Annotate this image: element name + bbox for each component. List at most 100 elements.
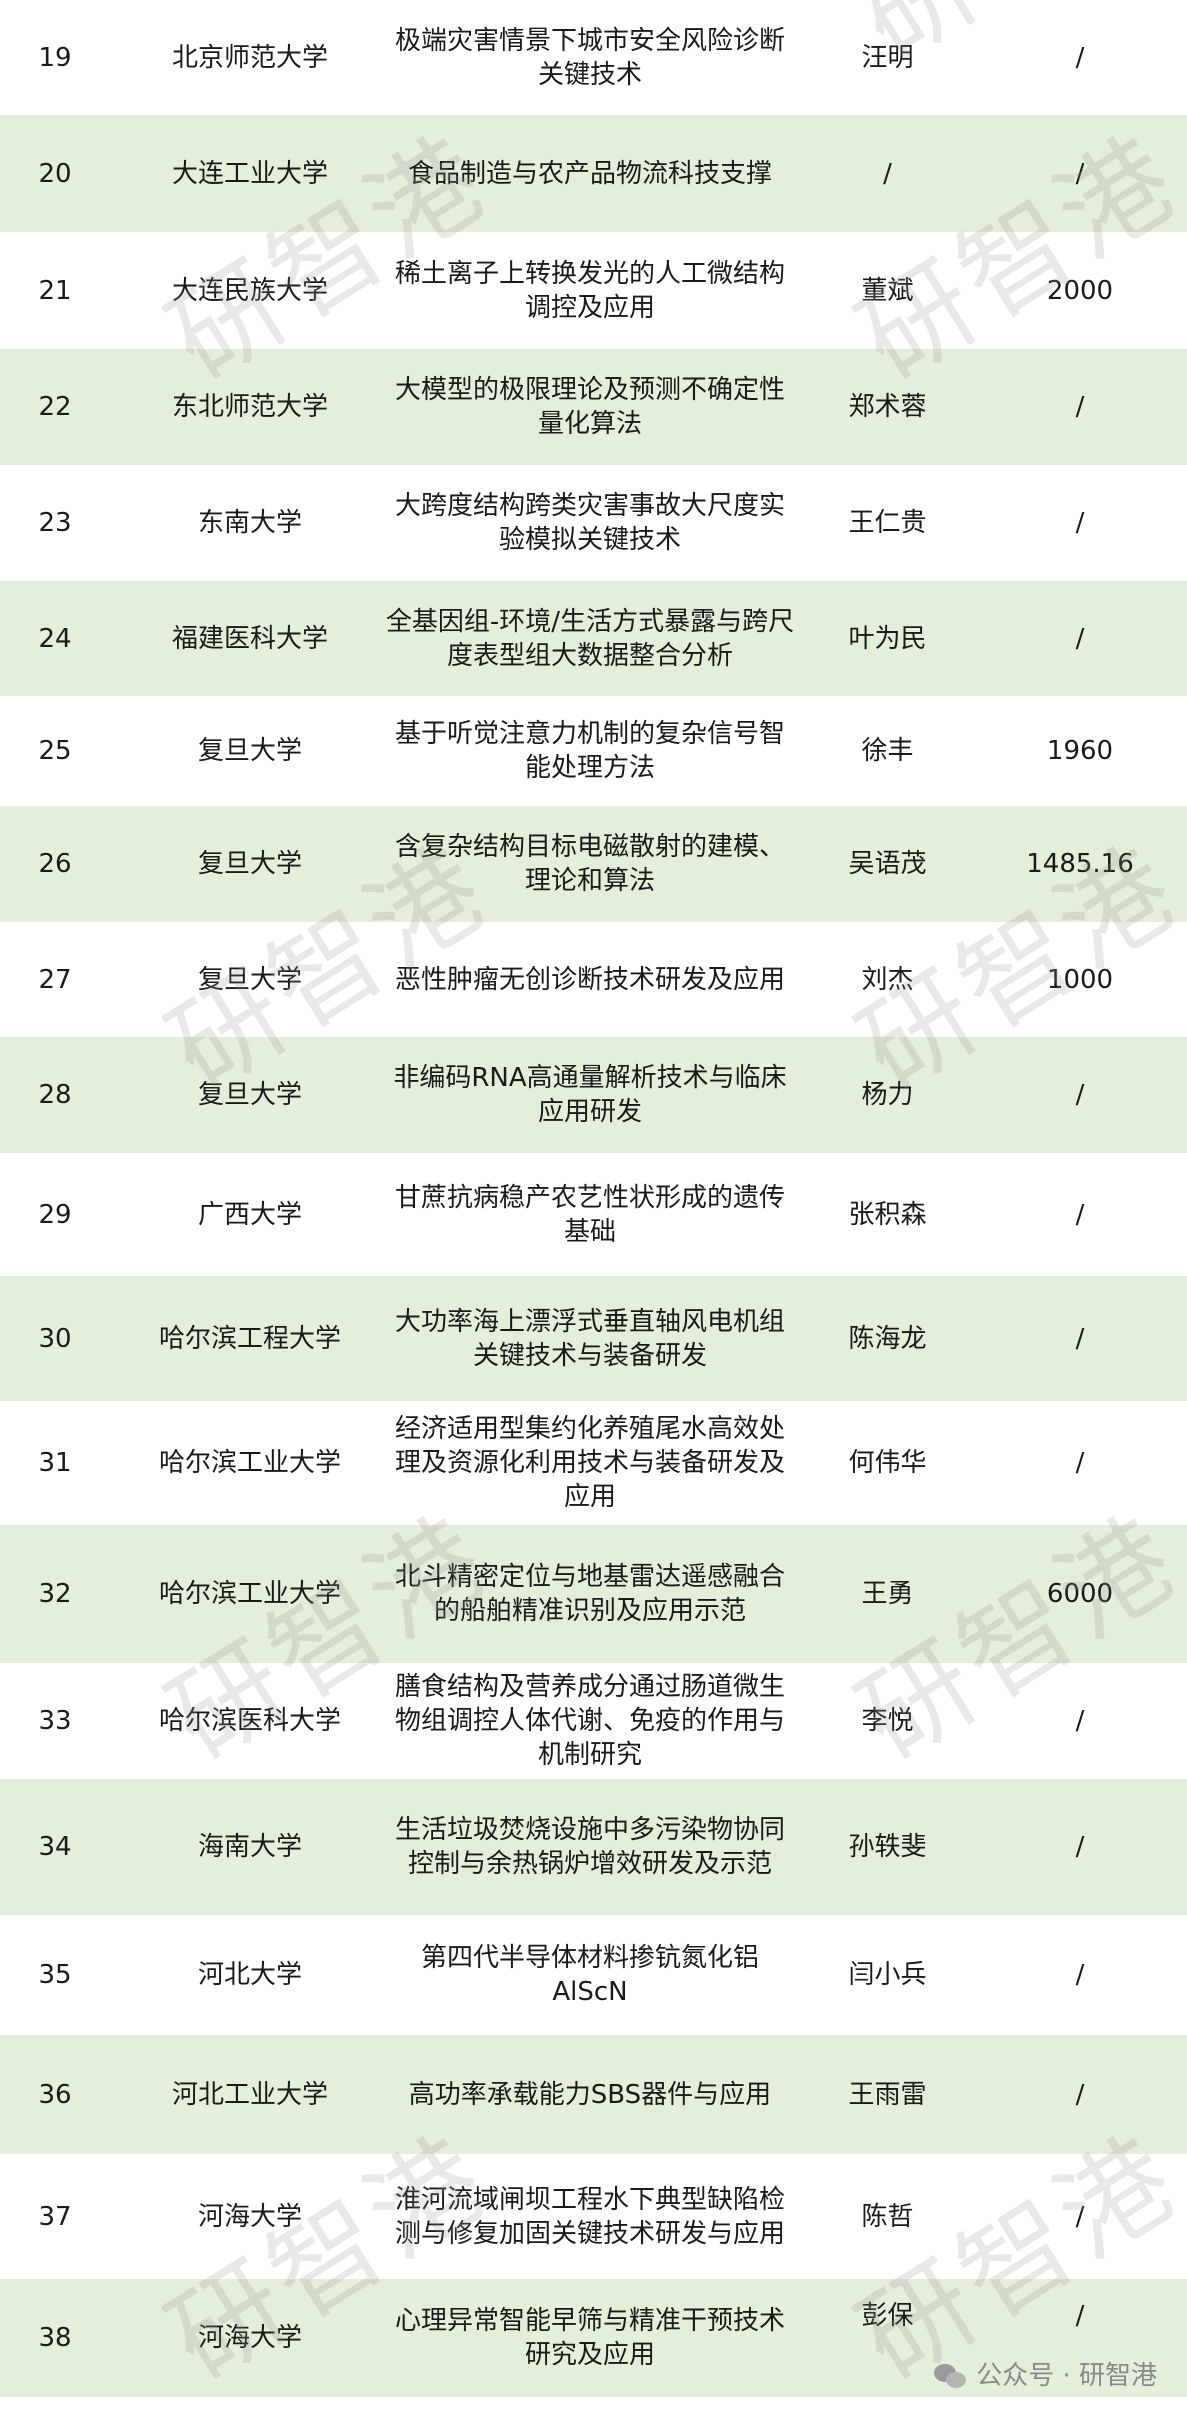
row-number: 32 — [38, 1579, 72, 1609]
project-title: 北斗精密定位与地基雷达遥感融合的船舶精准识别及应用示范 — [394, 1562, 785, 1626]
row-number: 29 — [38, 1199, 72, 1230]
project-leader: 吴语茂 — [848, 849, 927, 879]
university-name: 河北工业大学 — [171, 2079, 328, 2110]
table-row: 30 哈尔滨工程大学 大功率海上漂浮式垂直轴风电机组关键技术与装备研发 陈海龙 / — [0, 1276, 1187, 1401]
university-name: 复旦大学 — [197, 736, 302, 766]
project-title: 含复杂结构目标电磁散射的建模、理论和算法 — [394, 832, 785, 896]
row-number: 27 — [38, 964, 72, 995]
row-number: 37 — [38, 2201, 72, 2232]
university-name: 大连民族大学 — [171, 275, 328, 306]
row-number: 30 — [38, 1323, 72, 1354]
row-number: 33 — [38, 1706, 72, 1736]
funding-amount: / — [1075, 1960, 1085, 1990]
project-title: 经济适用型集约化养殖尾水高效处理及资源化利用技术与装备研发及应用 — [394, 1414, 785, 1512]
row-number: 24 — [38, 623, 72, 654]
project-title: 恶性肿瘤无创诊断技术研发及应用 — [394, 964, 785, 995]
project-title: 基于听觉注意力机制的复杂信号智能处理方法 — [394, 719, 785, 783]
project-title: 第四代半导体材料掺钪氮化铝AlScN — [420, 1943, 759, 2007]
row-number: 28 — [38, 1080, 72, 1110]
table-row: 37 河海大学 淮河流域闸坝工程水下典型缺陷检测与修复加固关键技术研发与应用 陈哲 / — [0, 2154, 1187, 2279]
university-name: 复旦大学 — [197, 849, 302, 879]
row-number: 35 — [38, 1960, 72, 1990]
project-title: 极端灾害情景下城市安全风险诊断关键技术 — [394, 25, 785, 90]
university-name: 广西大学 — [197, 1199, 302, 1230]
project-leader: / — [883, 158, 892, 189]
table-row: 36 河北工业大学 高功率承载能力SBS器件与应用 王雨雷 / — [0, 2035, 1187, 2154]
row-number: 26 — [38, 849, 72, 879]
university-name: 海南大学 — [197, 1832, 302, 1862]
university-name: 哈尔滨医科大学 — [158, 1706, 341, 1736]
table-row: 24 福建医科大学 全基因组-环境/生活方式暴露与跨尺度表型组大数据整合分析 叶为民 / — [0, 581, 1187, 696]
row-number: 20 — [38, 158, 72, 189]
university-name: 哈尔滨工业大学 — [158, 1579, 341, 1609]
row-number: 34 — [38, 1832, 72, 1862]
university-name: 福建医科大学 — [171, 623, 328, 654]
funding-amount: / — [1075, 1832, 1085, 1862]
project-leader: 闫小兵 — [848, 1960, 927, 1990]
funding-amount: / — [1075, 508, 1085, 538]
row-number: 22 — [38, 392, 72, 422]
funding-amount: 1960 — [1046, 736, 1114, 766]
project-leader: 徐丰 — [861, 736, 914, 766]
table-row: 31 哈尔滨工业大学 经济适用型集约化养殖尾水高效处理及资源化利用技术与装备研发及应… — [0, 1401, 1187, 1525]
project-title: 甘蔗抗病稳产农艺性状形成的遗传基础 — [394, 1182, 785, 1247]
university-name: 大连工业大学 — [171, 158, 328, 189]
project-leader: 何伟华 — [848, 1448, 927, 1478]
project-leader: 张积森 — [848, 1199, 927, 1230]
table-row: 27 复旦大学 恶性肿瘤无创诊断技术研发及应用 刘杰 1000 — [0, 922, 1187, 1037]
project-title: 非编码RNA高通量解析技术与临床应用研发 — [393, 1063, 787, 1127]
table-row: 29 广西大学 甘蔗抗病稳产农艺性状形成的遗传基础 张积森 / — [0, 1153, 1187, 1276]
table-row: 34 海南大学 生活垃圾焚烧设施中多污染物协同控制与余热锅炉增效研发及示范 孙轶斐 / — [0, 1779, 1187, 1915]
university-name: 河北大学 — [197, 1960, 302, 1990]
project-leader: 王雨雷 — [848, 2079, 927, 2110]
project-leader: 郑术蓉 — [848, 392, 927, 422]
funding-amount: / — [1075, 1448, 1085, 1478]
project-leader: 叶为民 — [848, 623, 927, 654]
table-row: 32 哈尔滨工业大学 北斗精密定位与地基雷达遥感融合的船舶精准识别及应用示范 王勇 60… — [0, 1525, 1187, 1663]
project-title: 食品制造与农产品物流科技支撑 — [407, 158, 772, 189]
university-name: 北京师范大学 — [171, 42, 328, 73]
university-name: 东北师范大学 — [171, 392, 328, 422]
funding-amount: 1000 — [1046, 964, 1114, 995]
row-number: 36 — [38, 2079, 72, 2110]
project-title: 大功率海上漂浮式垂直轴风电机组关键技术与装备研发 — [394, 1306, 785, 1371]
row-number: 21 — [38, 275, 72, 306]
footer-attribution: 公众号 · 研智港 — [934, 2359, 1157, 2393]
project-leader: 李悦 — [861, 1706, 914, 1736]
table-row: 25 复旦大学 基于听觉注意力机制的复杂信号智能处理方法 徐丰 1960 — [0, 696, 1187, 806]
wechat-icon — [934, 2362, 968, 2390]
university-name: 河海大学 — [197, 2323, 302, 2353]
project-title: 膳食结构及营养成分通过肠道微生物组调控人体代谢、免疫的作用与机制研究 — [394, 1672, 785, 1770]
university-name: 河海大学 — [197, 2201, 302, 2232]
funding-amount: / — [1075, 1080, 1085, 1110]
funding-amount: / — [1075, 1323, 1085, 1354]
university-name: 哈尔滨工业大学 — [158, 1448, 341, 1478]
funding-amount: / — [1075, 2201, 1085, 2232]
project-title: 稀土离子上转换发光的人工微结构调控及应用 — [394, 258, 785, 323]
university-name: 复旦大学 — [197, 964, 302, 995]
funding-amount: / — [1075, 2301, 1085, 2331]
project-leader: 彭保 — [861, 2301, 914, 2331]
project-leader: 刘杰 — [861, 964, 914, 995]
project-leader: 陈哲 — [861, 2201, 914, 2232]
university-name: 哈尔滨工程大学 — [158, 1323, 341, 1354]
row-number: 23 — [38, 508, 72, 538]
university-name: 东南大学 — [197, 508, 302, 538]
project-leader: 孙轶斐 — [848, 1832, 927, 1862]
project-title: 大模型的极限理论及预测不确定性量化算法 — [394, 375, 785, 439]
row-number: 38 — [38, 2323, 72, 2353]
project-title: 心理异常智能早筛与精准干预技术研究及应用 — [394, 2306, 785, 2370]
funding-amount: / — [1075, 158, 1085, 189]
table-row: 21 大连民族大学 稀土离子上转换发光的人工微结构调控及应用 董斌 2000 — [0, 232, 1187, 349]
table-row: 20 大连工业大学 食品制造与农产品物流科技支撑 / / — [0, 115, 1187, 232]
funding-amount: / — [1075, 2079, 1085, 2110]
funding-amount: / — [1075, 623, 1085, 654]
funding-amount: / — [1075, 1706, 1085, 1736]
row-number: 19 — [38, 42, 72, 73]
table-row: 26 复旦大学 含复杂结构目标电磁散射的建模、理论和算法 吴语茂 1485.16 — [0, 806, 1187, 922]
funding-amount: / — [1075, 1199, 1085, 1230]
row-number: 31 — [38, 1448, 72, 1478]
funding-amount: 6000 — [1046, 1579, 1114, 1609]
project-leader: 汪明 — [861, 42, 914, 73]
project-title: 生活垃圾焚烧设施中多污染物协同控制与余热锅炉增效研发及示范 — [394, 1815, 785, 1879]
